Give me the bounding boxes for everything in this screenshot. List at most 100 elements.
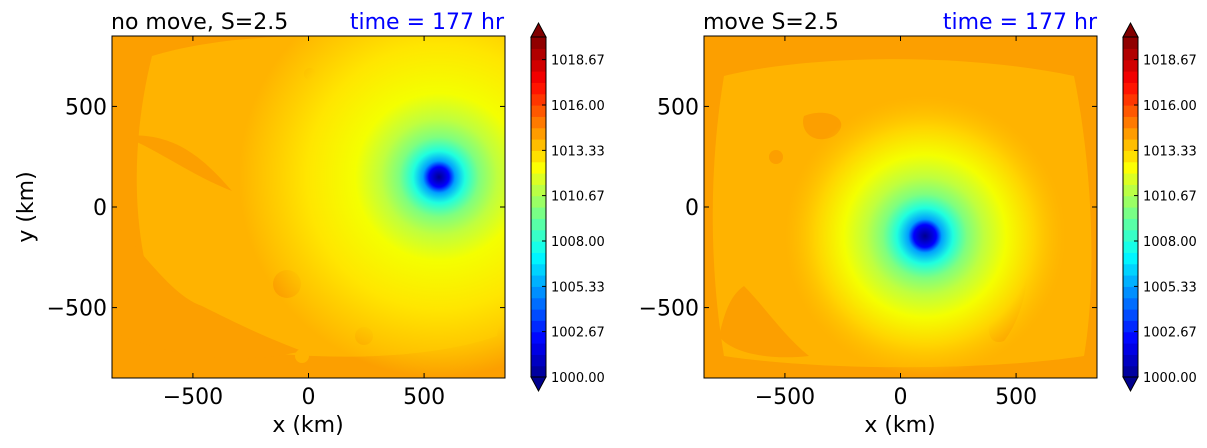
y-tick-label: 500 bbox=[657, 95, 699, 120]
colorbar-bin bbox=[531, 365, 546, 378]
colorbar-bin bbox=[1123, 105, 1138, 117]
colorbar-bin bbox=[1123, 195, 1138, 208]
colorbar-bin bbox=[1123, 309, 1138, 321]
panel-no-move: no move, S=2.5 time = 177 hr bbox=[14, 10, 605, 438]
colorbar-extend-min bbox=[530, 376, 547, 393]
colorbar-bin bbox=[531, 297, 546, 310]
colorbar-bin bbox=[531, 263, 546, 276]
panel-1-axes: −500 0 500 −500 0 500 bbox=[47, 35, 506, 410]
colorbar-bin bbox=[531, 195, 546, 208]
panel-1-time-label: time = 177 hr bbox=[350, 10, 505, 35]
y-tick-label: 0 bbox=[93, 196, 107, 221]
colorbar-bin bbox=[531, 93, 546, 106]
colorbar-bin bbox=[1123, 173, 1138, 185]
colorbar-bin bbox=[531, 218, 546, 231]
colorbar-bin bbox=[1123, 218, 1138, 231]
colorbar-tick-label: 1005.33 bbox=[1143, 280, 1197, 295]
colorbar-bin bbox=[1123, 207, 1138, 219]
colorbar-frame bbox=[1122, 36, 1139, 378]
colorbar-bin bbox=[1123, 275, 1138, 287]
x-tick-label: 500 bbox=[995, 385, 1037, 410]
colorbar-tick-label: 1010.67 bbox=[551, 190, 605, 205]
panel-2-low-streak-2 bbox=[719, 286, 809, 358]
colorbar-bin bbox=[1123, 127, 1138, 140]
panel-1-title: no move, S=2.5 bbox=[111, 10, 288, 35]
panel-1-xlabel: x (km) bbox=[272, 413, 343, 438]
colorbar-tick-label: 1002.67 bbox=[1143, 326, 1197, 341]
colorbar-bin bbox=[1123, 116, 1138, 129]
colorbar-bin bbox=[531, 229, 546, 242]
colorbar-bin bbox=[531, 286, 546, 299]
colorbar-tick-label: 1018.67 bbox=[1143, 54, 1197, 69]
panel-move: move S=2.5 time = 177 hr bbox=[639, 10, 1197, 438]
panel-1-cell-4 bbox=[295, 349, 309, 363]
panel-1-vortex bbox=[239, 36, 505, 377]
colorbar-tick-label: 1016.00 bbox=[1143, 99, 1197, 114]
colorbar-bin bbox=[531, 331, 546, 344]
colorbar-tick-label: 1016.00 bbox=[551, 99, 605, 114]
panel-1-low-region-2 bbox=[122, 135, 232, 191]
colorbar-bin bbox=[1123, 71, 1138, 83]
panel-2-xlabel: x (km) bbox=[864, 413, 935, 438]
colorbar-bin bbox=[531, 343, 546, 355]
colorbar-bin bbox=[531, 127, 546, 140]
panel-1-colorbar: 1000.00 1002.67 1005.33 1008.00 1010.67 1013.… bbox=[530, 21, 605, 393]
panel-2-plot-area bbox=[704, 36, 1097, 378]
colorbar-tick-label: 1013.33 bbox=[551, 144, 605, 159]
colorbar-tick-label: 1018.67 bbox=[551, 54, 605, 69]
x-tick-label: −500 bbox=[755, 385, 815, 410]
x-tick-label: 0 bbox=[302, 385, 316, 410]
panel-2-low-cell-2 bbox=[769, 150, 783, 164]
colorbar-bin bbox=[531, 105, 546, 117]
panel-2-time-label: time = 177 hr bbox=[943, 10, 1098, 35]
colorbar-tick-label: 1010.67 bbox=[1143, 190, 1197, 205]
panel-2-vortex bbox=[785, 96, 1065, 376]
colorbar-bin bbox=[531, 309, 546, 321]
colorbar-bin bbox=[531, 37, 546, 49]
y-tick-label: 0 bbox=[685, 196, 699, 221]
x-tick-label: 0 bbox=[894, 385, 908, 410]
colorbar-bin bbox=[531, 161, 546, 174]
x-tick-label: 500 bbox=[403, 385, 445, 410]
colorbar-tick-label: 1000.00 bbox=[1143, 371, 1197, 386]
colorbar-bin bbox=[1123, 229, 1138, 242]
colorbar-bin bbox=[1123, 139, 1138, 151]
colorbar-bin bbox=[1123, 365, 1138, 378]
colorbar-tick-label: 1000.00 bbox=[551, 371, 605, 386]
colorbar-bin bbox=[1123, 59, 1138, 72]
colorbar-bin bbox=[1123, 93, 1138, 106]
colorbar-extend-max bbox=[1122, 21, 1139, 38]
colorbar-bin bbox=[531, 354, 546, 367]
panel-1-low-region bbox=[117, 226, 302, 359]
colorbar-bin bbox=[1123, 354, 1138, 367]
colorbar-bin bbox=[1123, 150, 1138, 163]
panel-2-colorbar: 1000.00 1002.67 1005.33 1008.00 1010.67 1013.… bbox=[1122, 21, 1197, 393]
colorbar-bin bbox=[531, 241, 546, 253]
panel-2-title: move S=2.5 bbox=[703, 10, 839, 35]
colorbar-tick-label: 1002.67 bbox=[551, 326, 605, 341]
colorbar-bin bbox=[1123, 343, 1138, 355]
colorbar-bin bbox=[531, 275, 546, 287]
colorbar-bin bbox=[531, 184, 546, 197]
panel-1-plot-area bbox=[112, 36, 505, 378]
colorbar-bin bbox=[1123, 37, 1138, 49]
colorbar-bin bbox=[1123, 320, 1138, 333]
panel-2-axes: −500 0 500 −500 0 500 bbox=[639, 35, 1098, 410]
colorbar-bin bbox=[1123, 184, 1138, 197]
colorbar-bin bbox=[531, 207, 546, 219]
y-tick-label: −500 bbox=[47, 297, 107, 322]
colorbar-bin bbox=[531, 116, 546, 129]
colorbar-bin bbox=[1123, 82, 1138, 95]
colorbar-tick-label: 1013.33 bbox=[1143, 144, 1197, 159]
colorbar-bin bbox=[531, 139, 546, 151]
colorbar-bin bbox=[531, 48, 546, 61]
colorbar-bin bbox=[1123, 241, 1138, 253]
colorbar-extend-min bbox=[1122, 376, 1139, 393]
colorbar-bin bbox=[1123, 252, 1138, 265]
colorbar-bin bbox=[531, 252, 546, 265]
colorbar-bin bbox=[531, 150, 546, 163]
colorbar-bin bbox=[1123, 48, 1138, 61]
colorbar-bin bbox=[1123, 331, 1138, 344]
colorbar-tick-label: 1008.00 bbox=[551, 235, 605, 250]
colorbar-extend-max bbox=[530, 21, 547, 38]
